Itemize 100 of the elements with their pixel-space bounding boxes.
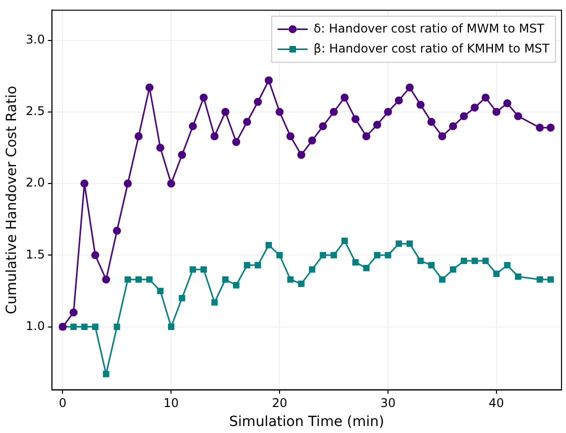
y-tick-label: 2.5 [26,104,45,118]
point [221,108,230,116]
point [320,252,326,258]
point [167,180,176,188]
point [124,276,131,283]
point [200,266,207,273]
point [363,264,370,272]
point [308,266,316,273]
point [428,262,435,268]
legend-label: δ: Handover cost ratio of MWM to MST [314,21,545,36]
point [427,118,436,126]
point [243,118,252,126]
point [276,108,284,116]
point [493,270,500,277]
point [254,262,262,268]
point [472,258,478,264]
point [374,252,380,258]
y-axis-title: Cumulative Handover Cost Ratio [4,86,20,314]
point [341,238,348,244]
point [157,288,164,294]
point [416,100,425,109]
y-tick-label: 2.0 [26,176,45,190]
point [394,96,403,104]
point [318,122,327,130]
point [134,132,143,140]
point [70,308,78,316]
y-tick-label: 3.0 [26,32,45,46]
point [156,144,164,152]
point [70,324,77,330]
point [470,104,479,112]
point [222,276,229,283]
point [492,108,500,116]
point [384,108,392,116]
point [266,242,272,248]
point [112,226,121,235]
point [340,94,349,102]
point [145,84,154,92]
point [438,132,446,140]
point [406,240,413,247]
point [178,150,186,159]
y-tick-label: 1.0 [26,318,45,333]
point [244,262,250,268]
point [396,240,402,247]
point [102,370,110,378]
x-tick-label: 40 [488,396,504,410]
point [168,324,174,330]
point [254,98,262,106]
legend-label: β: Handover cost ratio of KMHM to MST [314,41,550,56]
point [233,282,240,288]
point [330,108,338,116]
point [298,280,304,287]
point [514,273,522,280]
point [276,252,283,258]
x-tick-label: 30 [380,396,396,410]
point [460,258,468,264]
point [351,115,360,124]
point [352,259,359,266]
point [200,94,208,102]
point [460,112,468,120]
point [330,252,337,258]
point [286,132,294,140]
point [406,84,414,92]
point [232,138,240,146]
point [308,136,316,145]
point [178,294,186,302]
point [536,124,544,132]
point [503,99,512,108]
point [190,266,196,273]
point [417,258,424,264]
point [482,258,489,264]
point [188,122,197,130]
point [297,150,306,159]
point [211,299,218,306]
point [504,262,510,268]
point [362,132,370,140]
point [546,124,555,132]
point [287,276,294,283]
point [102,276,110,284]
x-tick-label: 10 [164,396,179,410]
point [92,324,98,330]
point [124,180,132,188]
point [264,76,273,84]
point [114,324,120,330]
point [373,120,382,129]
point [439,276,446,283]
y-tick-label: 1.5 [26,247,45,262]
x-tick-label: 20 [272,396,288,410]
point [449,122,458,130]
point [80,180,88,188]
point [91,251,100,260]
point [384,252,392,258]
point [536,276,543,283]
point [482,94,490,102]
x-axis-title: Simulation Time (min) [229,414,384,430]
point [81,324,88,330]
point [547,276,554,283]
point [210,132,219,140]
point [514,112,522,120]
point [135,276,142,283]
point [450,266,456,273]
